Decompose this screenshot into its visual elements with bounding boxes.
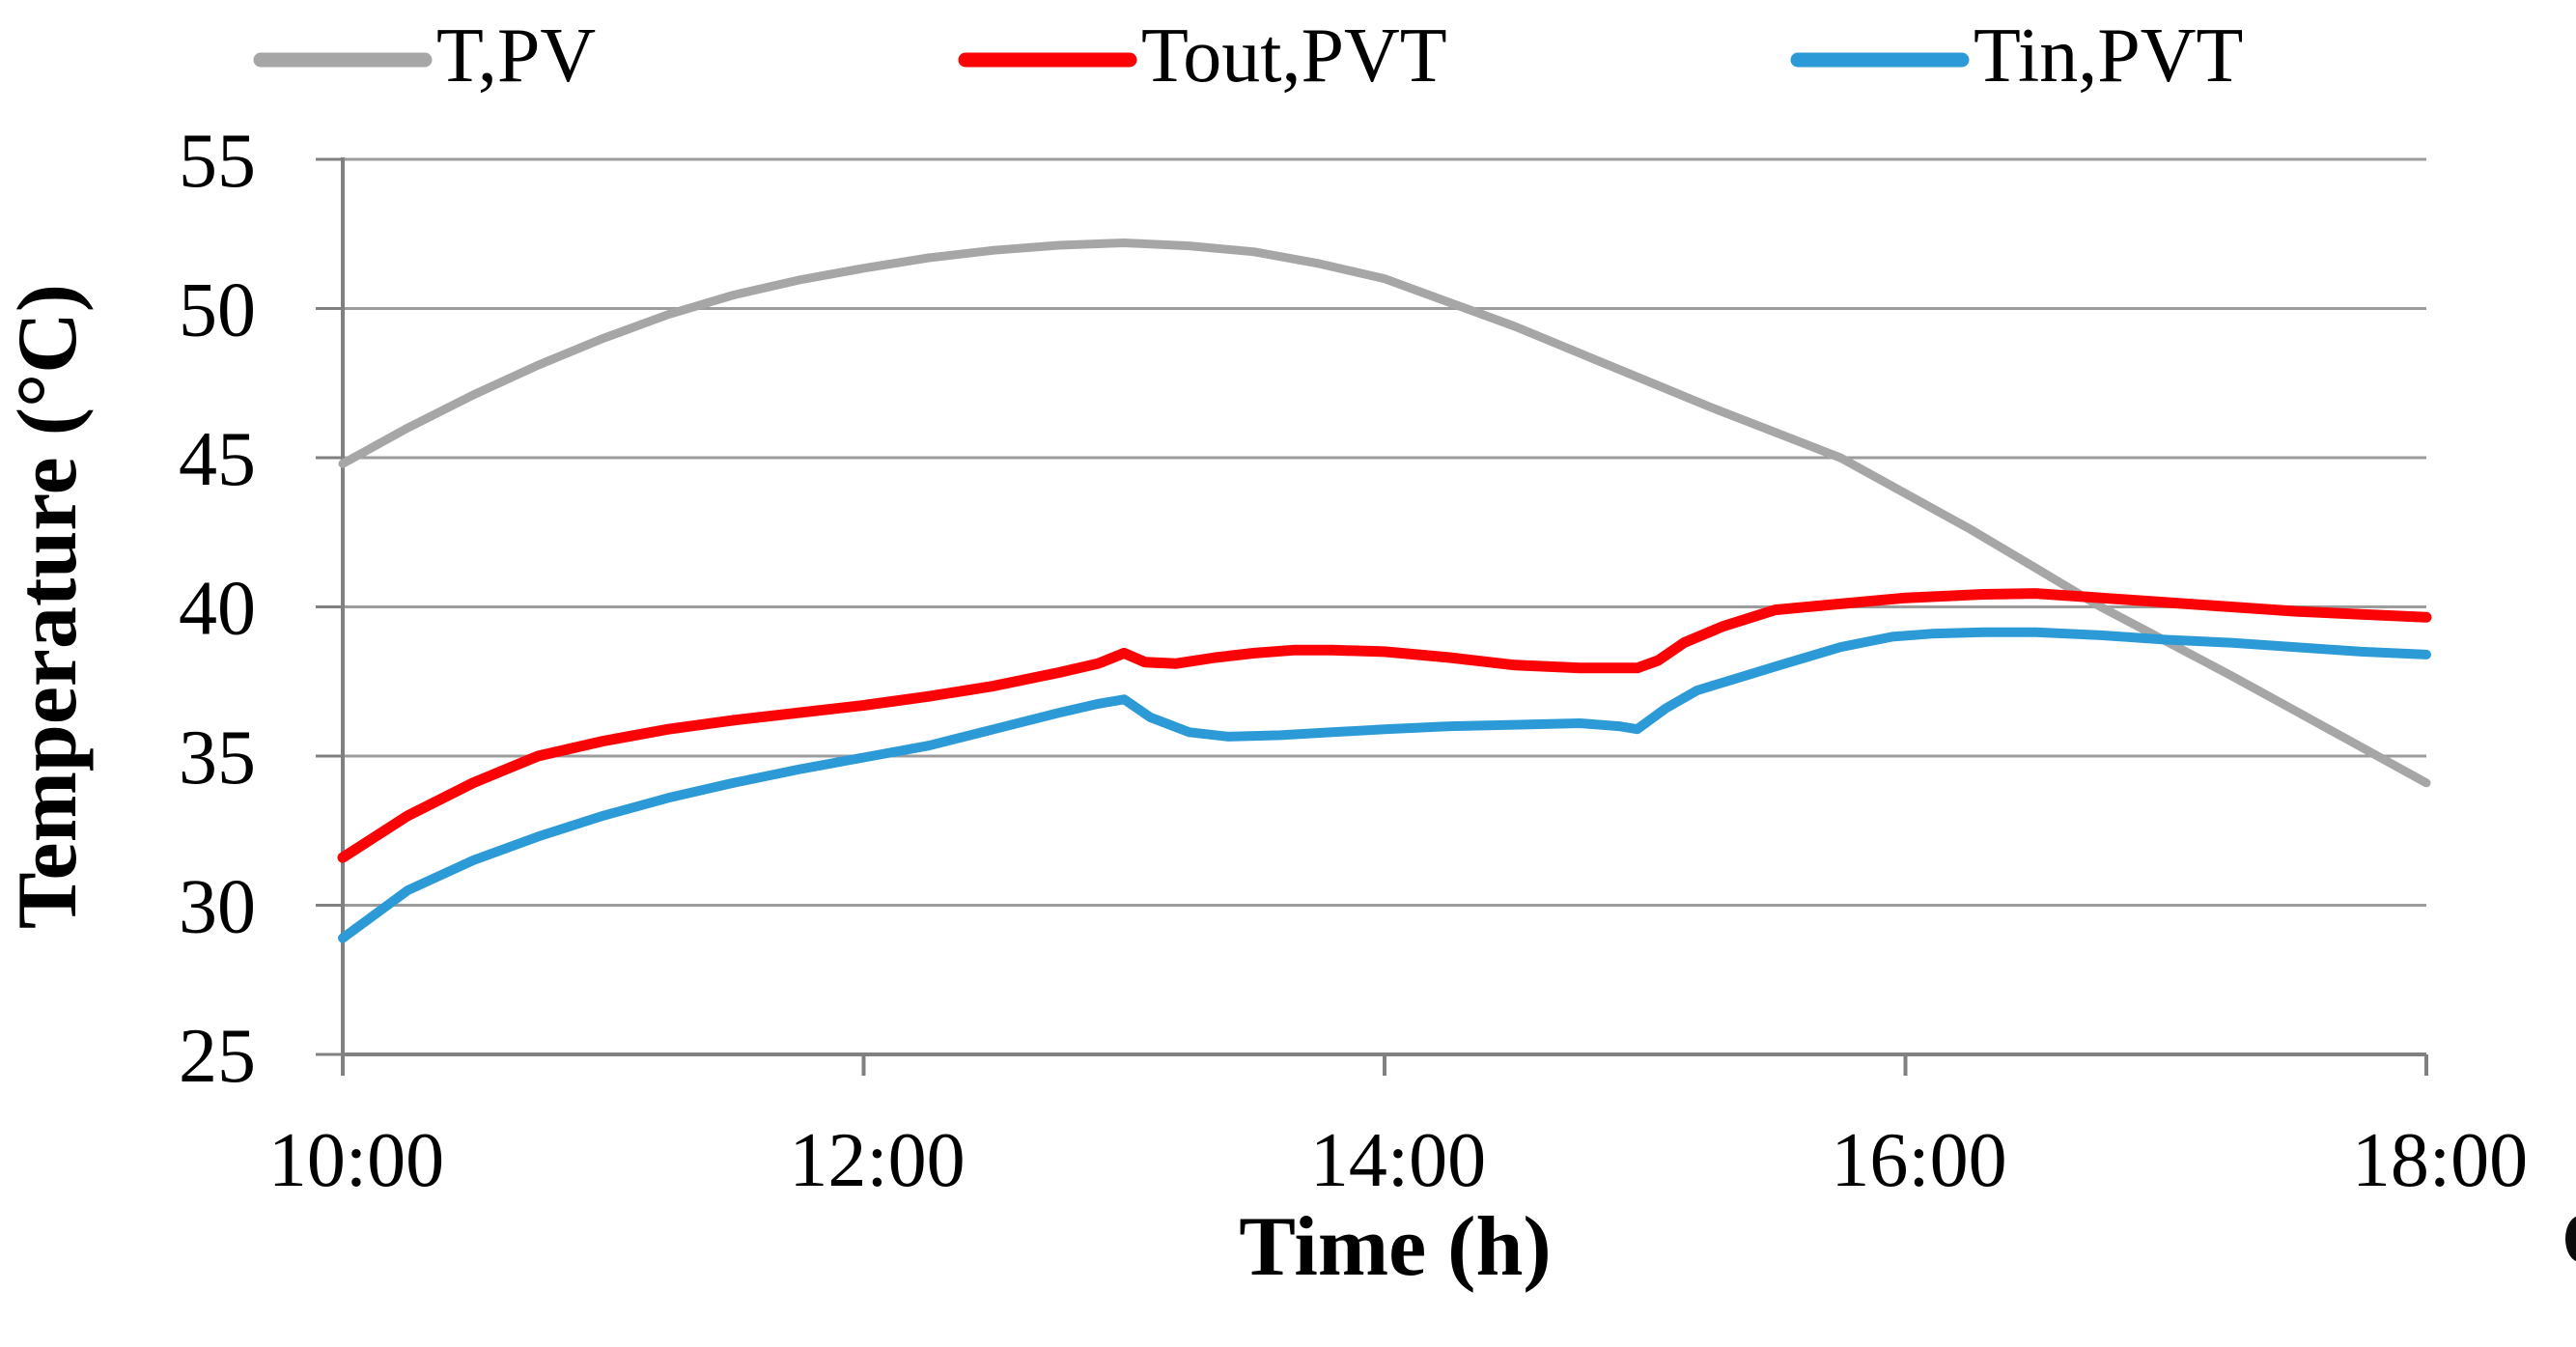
y-tick-label-30: 30 (179, 865, 256, 950)
legend-item-tin-pvt: Tin,PVT (1790, 14, 2243, 98)
x-tick-label-18-00: 18:00 (2352, 1118, 2528, 1203)
y-tick-label-55: 55 (179, 119, 256, 204)
x-tick-label-14-00: 14:00 (1310, 1118, 1486, 1203)
y-tick-label-50: 50 (179, 268, 256, 353)
cropped-stray-mark (2565, 1216, 2576, 1262)
y-tick-label-45: 45 (179, 417, 256, 502)
legend-label-tout-pvt: Tout,PVT (1141, 14, 1447, 98)
legend-item-tout-pvt: Tout,PVT (958, 14, 1447, 98)
series-line-t-pv (338, 239, 2431, 788)
y-axis-title: Temperature (°C) (1, 284, 95, 929)
legend-item-t-pv: T,PV (253, 14, 596, 98)
x-axis-title: Time (h) (1239, 1200, 1551, 1294)
y-tick-label-40: 40 (179, 567, 256, 652)
axes (316, 157, 2428, 1076)
series-line-tin-pvt (338, 627, 2431, 943)
series-line-tout-pvt (337, 588, 2432, 863)
gridlines (343, 157, 2426, 907)
legend-label-tin-pvt: Tin,PVT (1974, 14, 2243, 98)
series-lines (337, 239, 2432, 943)
x-tick-label-16-00: 16:00 (1831, 1118, 2006, 1203)
x-tick-label-10-00: 10:00 (268, 1118, 444, 1203)
x-tick-label-12-00: 12:00 (789, 1118, 965, 1203)
legend-label-t-pv: T,PV (436, 14, 596, 98)
y-tick-label-35: 35 (179, 716, 256, 800)
y-tick-label-25: 25 (179, 1014, 256, 1099)
legend: T,PV Tout,PVT Tin,PVT (253, 14, 2243, 98)
